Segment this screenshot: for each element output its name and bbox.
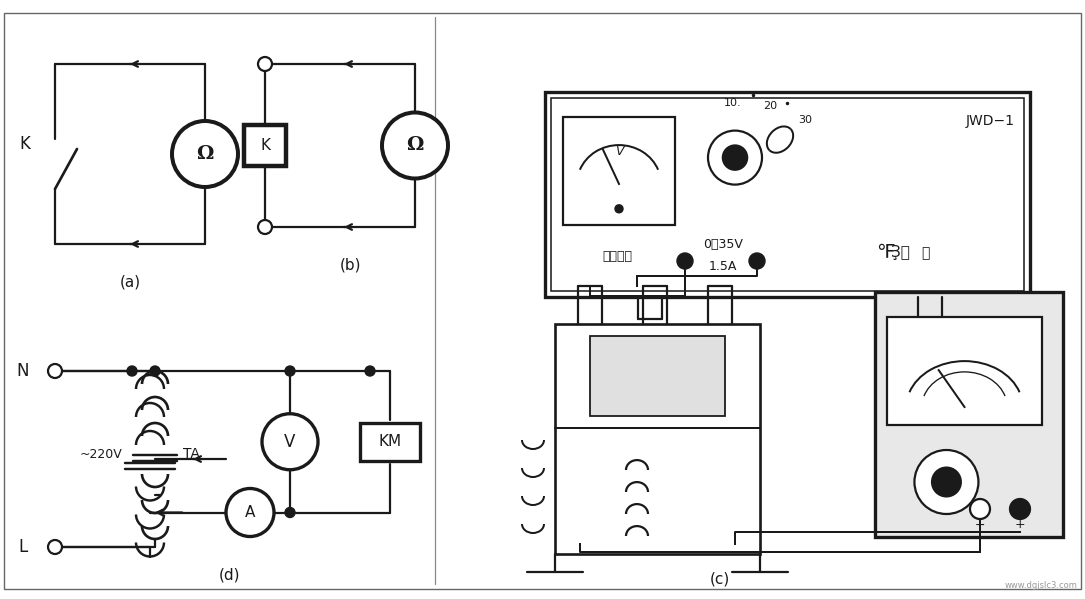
Circle shape [382, 113, 448, 179]
Bar [875, 292, 1063, 537]
Text: A: A [245, 505, 255, 520]
Text: V: V [284, 432, 296, 451]
Text: Ҙ开: Ҙ开 [891, 246, 909, 261]
Bar [563, 117, 675, 225]
Text: KM: KM [379, 434, 401, 449]
Text: (a): (a) [119, 274, 141, 289]
Text: 开: 开 [921, 246, 929, 260]
Text: 10.: 10. [724, 98, 742, 108]
Text: K: K [20, 135, 30, 153]
Circle shape [258, 220, 272, 234]
Text: TA: TA [183, 447, 200, 461]
Text: L: L [18, 538, 27, 556]
Text: (d): (d) [219, 567, 241, 582]
Bar [551, 98, 1024, 291]
Bar [556, 324, 759, 554]
Bar [360, 423, 420, 461]
Text: (c): (c) [710, 571, 730, 586]
Text: www.dgjslc3.com: www.dgjslc3.com [1005, 580, 1078, 589]
Circle shape [48, 364, 62, 378]
Circle shape [365, 366, 375, 376]
Circle shape [723, 146, 748, 170]
Circle shape [173, 121, 238, 187]
Bar [244, 126, 286, 165]
Circle shape [261, 414, 318, 470]
Circle shape [150, 366, 159, 376]
Circle shape [48, 540, 62, 554]
Text: +: + [1014, 519, 1025, 531]
Circle shape [915, 450, 979, 514]
Circle shape [749, 253, 765, 269]
Circle shape [226, 489, 275, 537]
Circle shape [258, 57, 272, 71]
Text: Ω: Ω [196, 145, 214, 163]
Text: Ω: Ω [406, 137, 423, 155]
Bar [888, 317, 1042, 425]
Circle shape [127, 366, 137, 376]
Circle shape [285, 507, 295, 518]
Circle shape [285, 366, 295, 376]
Circle shape [709, 131, 762, 184]
Text: 20: 20 [763, 101, 777, 111]
Text: 30: 30 [797, 114, 812, 125]
Text: N: N [16, 362, 29, 380]
Bar [545, 92, 1030, 297]
Circle shape [615, 205, 623, 213]
Text: (b): (b) [340, 258, 360, 273]
Text: 稳压电源: 稳压电源 [602, 250, 631, 264]
Text: K: K [260, 138, 270, 153]
Text: ~220V: ~220V [80, 447, 123, 461]
Circle shape [970, 499, 990, 519]
Text: 0～35V: 0～35V [703, 238, 743, 252]
Circle shape [1010, 499, 1030, 519]
Text: V: V [615, 145, 623, 158]
Text: ℉: ℉ [876, 244, 894, 262]
Circle shape [677, 253, 693, 269]
Text: JWD−1: JWD−1 [966, 114, 1014, 128]
Text: 1.5A: 1.5A [709, 261, 737, 274]
Circle shape [932, 468, 961, 497]
Text: −: − [974, 519, 985, 531]
Bar [590, 335, 725, 416]
